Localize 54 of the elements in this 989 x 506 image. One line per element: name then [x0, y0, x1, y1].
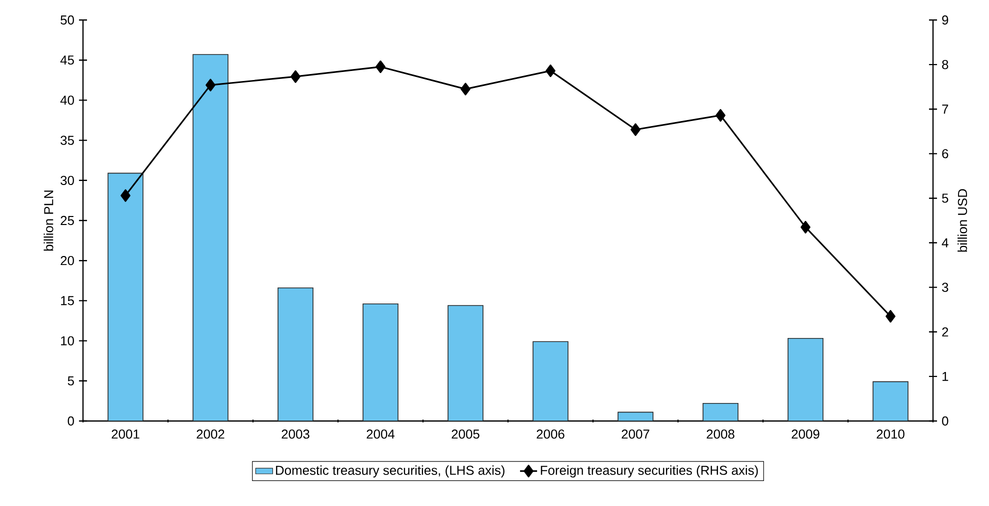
y2-tick-label: 4: [942, 238, 948, 248]
y-tick-label: 20: [60, 256, 74, 266]
y-tick-label: 5: [68, 376, 74, 386]
point: [206, 78, 216, 92]
y2-tick-label: 0: [942, 416, 948, 426]
y-axis-title: billion PLN: [44, 190, 54, 251]
y2-tick-label: 3: [942, 282, 948, 292]
point: [546, 64, 556, 78]
point: [886, 310, 896, 323]
y2-tick-label: 9: [942, 15, 948, 25]
y2-tick-label: 5: [942, 194, 948, 203]
y-tick-label: 10: [61, 336, 74, 346]
x-tick-label: 2005: [452, 430, 480, 439]
x-tick-label: 2002: [196, 430, 224, 439]
y-tick-label: 0: [68, 416, 74, 426]
bar: [448, 305, 484, 421]
point: [120, 189, 130, 202]
point: [630, 123, 640, 136]
bar: [872, 381, 908, 421]
x-tick-label: 2004: [366, 430, 395, 439]
point: [376, 60, 386, 74]
y2-tick-label: 6: [942, 149, 948, 158]
y2-axis-title: billion USD: [958, 189, 968, 252]
x-tick-label: 2003: [282, 430, 310, 439]
legend-label: Foreign treasury securities (RHS axis): [540, 465, 758, 478]
bar: [192, 54, 228, 421]
y-tick-label: 35: [60, 136, 74, 145]
y2-tick-label: 8: [942, 60, 948, 70]
legend-label: Domestic treasury securities, (LHS axis): [276, 465, 504, 478]
y2-tick-label: 1: [942, 372, 948, 381]
x-tick-label: 2010: [876, 430, 904, 439]
y-tick-label: 50: [60, 15, 74, 25]
x-tick-label: 2006: [536, 430, 564, 439]
y-tick-label: 45: [60, 56, 74, 65]
x-tick-label: 2008: [706, 430, 734, 439]
y2-tick-label: 7: [942, 104, 948, 114]
point: [800, 220, 810, 234]
bar: [788, 338, 824, 421]
y-tick-label: 40: [60, 96, 74, 105]
point: [460, 82, 470, 96]
bar: [702, 402, 738, 421]
y-tick-label: 15: [61, 296, 74, 306]
bar: [278, 287, 314, 421]
bar: [108, 172, 144, 421]
x-tick-label: 2001: [112, 430, 140, 439]
x-tick-label: 2007: [622, 430, 650, 439]
y-tick-label: 30: [60, 176, 74, 185]
bar: [362, 304, 398, 421]
point: [290, 70, 300, 83]
x-tick-label: 2009: [792, 430, 820, 439]
point: [716, 109, 726, 122]
y2-tick-label: 2: [942, 327, 948, 336]
bar: [532, 341, 568, 421]
y-tick-label: 25: [60, 216, 74, 226]
